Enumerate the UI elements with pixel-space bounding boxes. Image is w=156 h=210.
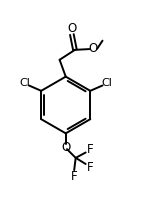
Text: O: O (89, 42, 98, 55)
Text: O: O (61, 141, 70, 154)
Text: O: O (67, 22, 76, 35)
Text: F: F (71, 170, 78, 183)
Text: F: F (87, 143, 93, 156)
Text: Cl: Cl (102, 78, 113, 88)
Text: F: F (87, 161, 93, 173)
Text: Cl: Cl (19, 78, 30, 88)
